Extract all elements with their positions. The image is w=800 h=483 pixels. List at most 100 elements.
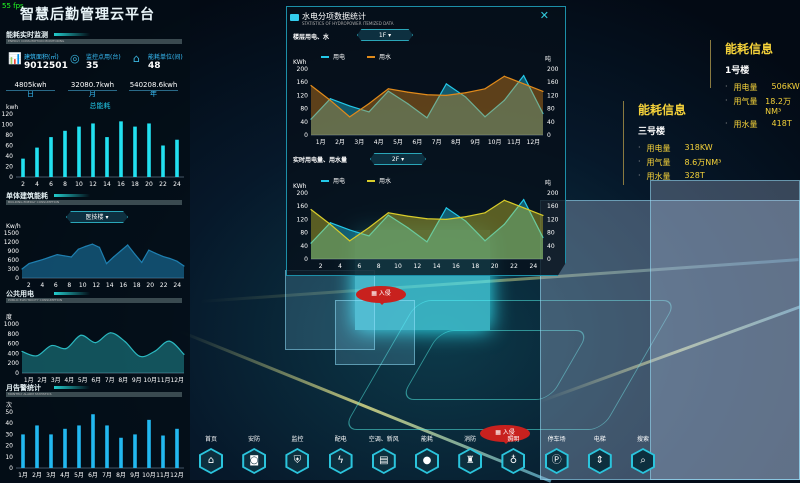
x-tick-label: 6 — [49, 181, 53, 188]
y2-tick-label: 160 — [547, 79, 559, 86]
x-tick-label: 20 — [145, 181, 153, 188]
y-tick-label: 120 — [297, 92, 309, 99]
series-area — [22, 332, 184, 373]
nav-item[interactable]: 搜索 ⌕ — [623, 434, 663, 474]
floor-dropdown-1[interactable]: 1F ▾ — [357, 29, 413, 41]
data-point — [120, 250, 122, 252]
parking-icon[interactable]: Ⓟ — [544, 448, 569, 474]
y2-axis-label: 吨 — [545, 55, 551, 63]
nav-item[interactable]: 配电 ϟ — [321, 434, 361, 474]
x-tick-label: 10月 — [142, 472, 156, 479]
data-point — [465, 96, 467, 98]
nav-item[interactable]: 停车场 Ⓟ — [537, 434, 577, 474]
data-point — [155, 252, 157, 254]
x-tick-label: 3月 — [354, 139, 364, 146]
home-icon[interactable]: ⌂ — [199, 448, 223, 474]
stat-area: 建筑面积(㎡) 9012501 — [24, 54, 68, 71]
y-tick-label: 120 — [2, 111, 14, 118]
data-point — [465, 92, 467, 94]
legend-label: 用水 — [379, 177, 391, 185]
bar — [49, 434, 53, 468]
shield-icon[interactable]: ⛨ — [285, 448, 310, 474]
data-point — [21, 268, 23, 270]
x-tick-label: 14 — [106, 282, 114, 289]
nav-item[interactable]: 监控 ⛨ — [277, 434, 317, 474]
x-tick-label: 10 — [75, 181, 83, 188]
y-tick-label: 100 — [2, 122, 14, 129]
hydrant-icon[interactable]: ♜ — [458, 448, 483, 474]
data-point — [349, 105, 351, 107]
x-tick-label: 14 — [103, 181, 111, 188]
drop-icon[interactable]: ● — [415, 448, 439, 474]
x-tick-label: 7月 — [105, 377, 115, 384]
y-tick-label: 600 — [8, 257, 20, 264]
x-tick-label: 16 — [117, 181, 125, 188]
nav-item[interactable]: 能耗 ● — [407, 434, 447, 474]
y-tick-label: 40 — [300, 243, 308, 250]
data-point — [35, 260, 37, 263]
data-point — [42, 258, 44, 260]
building[interactable] — [540, 200, 800, 480]
data-point — [523, 199, 525, 201]
bar — [175, 428, 179, 468]
y-axis-label: KWh — [293, 183, 307, 190]
nav-item[interactable]: 安防 ◙ — [234, 434, 274, 474]
section-label: 实时用电量、用水量 — [293, 157, 348, 164]
x-tick-label: 6月 — [88, 472, 98, 479]
x-tick-label: 24 — [173, 181, 181, 188]
x-tick-label: 5月 — [393, 139, 403, 146]
x-tick-label: 1月 — [316, 139, 326, 146]
data-point — [112, 256, 115, 258]
alarm-bar-chart: 次 0 10 20 30 40 50 1月 2月 3月 4月 5月 6月 7月 8月 9月 10月 11月 12月 — [5, 401, 184, 479]
section-title: 能耗实时监测 — [6, 30, 90, 40]
bar — [21, 158, 25, 177]
lightning-icon[interactable]: ϟ — [328, 448, 353, 474]
search-icon[interactable]: ⌕ — [631, 448, 655, 474]
data-point — [139, 355, 141, 357]
close-icon[interactable]: ✕ — [539, 9, 549, 22]
y-tick-label: 80 — [300, 230, 308, 237]
nav-item[interactable]: 电梯 ⇕ — [580, 434, 620, 474]
x-tick-label: 12月 — [170, 377, 184, 384]
aircon-icon[interactable]: ▤ — [371, 448, 396, 474]
data-point — [542, 112, 544, 115]
bar — [35, 425, 39, 468]
intrusion-alarm-marker[interactable]: ▦ 入侵 — [356, 286, 406, 305]
bar — [49, 137, 53, 177]
y-tick-label: 160 — [297, 203, 309, 210]
bulb-icon[interactable]: ♁ — [501, 448, 526, 474]
y-tick-label: 30 — [5, 431, 13, 438]
building[interactable] — [285, 270, 375, 350]
x-tick-label: 6月 — [91, 377, 101, 384]
building[interactable] — [650, 180, 800, 480]
bar — [77, 425, 81, 468]
x-tick-label: 9月 — [130, 472, 140, 479]
elevator-icon[interactable]: ⇕ — [587, 448, 612, 474]
y2-tick-label: 0 — [547, 256, 551, 263]
data-point — [98, 246, 101, 248]
nav-item[interactable]: 首页 ⌂ — [191, 434, 231, 474]
x-tick-label: 3月 — [46, 472, 56, 479]
bar — [21, 434, 25, 468]
camera-icon[interactable]: ◙ — [242, 448, 267, 474]
section-title: 月告警统计 — [6, 383, 90, 393]
nav-item[interactable]: 消防 ♜ — [450, 434, 490, 474]
data-point — [169, 257, 171, 260]
floor-dropdown-2[interactable]: 2F ▾ — [370, 153, 426, 165]
data-point — [176, 260, 178, 262]
data-point — [368, 111, 370, 113]
x-tick-label: 2月 — [335, 139, 345, 146]
data-point — [36, 355, 38, 357]
intrusion-alarm-marker[interactable]: ▦ 入侵 — [480, 425, 530, 444]
building-dropdown[interactable]: 医技楼 ▾ — [66, 211, 128, 223]
building[interactable] — [335, 300, 415, 365]
y-tick-label: 60 — [5, 143, 13, 150]
data-point — [49, 256, 51, 258]
data-point — [148, 249, 150, 251]
nav-item[interactable]: 照明 ♁ — [493, 434, 533, 474]
y2-tick-label: 40 — [547, 243, 555, 250]
nav-item[interactable]: 空调、新风 ▤ — [364, 434, 404, 474]
data-point — [542, 214, 544, 217]
